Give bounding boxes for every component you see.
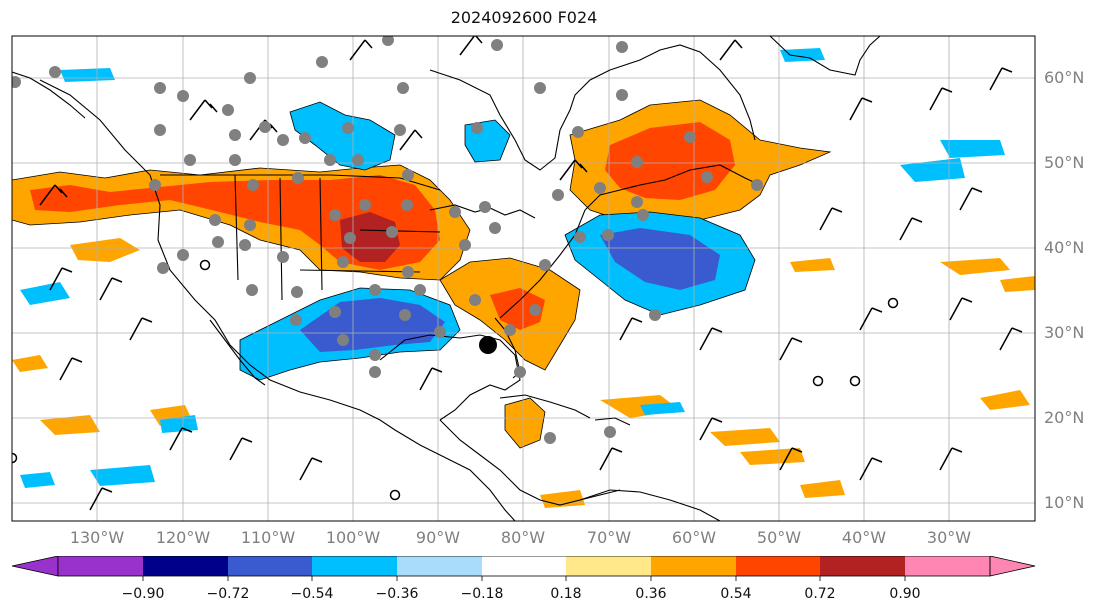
colorbar-bin-7 [566,556,651,576]
colorbar-bin-1 [58,556,143,576]
lon-tick-50w: 50°W [757,528,801,547]
colorbar-bin-4 [312,556,397,576]
lat-tick-50: 50°N [1044,153,1084,172]
colorbar-label: 0.90 [889,586,920,602]
lon-tick-110w: 110°W [241,528,295,547]
colorbar-bin-8 [651,556,736,576]
colorbar-label: 0.36 [635,586,666,602]
lon-tick-70w: 70°W [587,528,631,547]
colorbar-label: 0.54 [720,586,751,602]
cold-patch-8 [780,48,825,62]
colorbar-label: −0.54 [291,586,334,602]
colorbar-bin-11 [905,556,990,576]
colorbar-ticks [143,576,905,581]
lon-tick-130w: 130°W [70,528,124,547]
colorbar-bin-10 [820,556,905,576]
lon-tick-100w: 100°W [326,528,380,547]
lon-tick-30w: 30°W [927,528,971,547]
forecast-map [0,0,1105,560]
colorbar-label: −0.90 [122,586,165,602]
colorbar-label: −0.18 [461,586,504,602]
lat-tick-20: 20°N [1044,408,1084,427]
lat-tick-60: 60°N [1044,68,1084,87]
lat-tick-40: 40°N [1044,238,1084,257]
lat-tick-10: 10°N [1044,493,1084,512]
colorbar-label: −0.36 [376,586,419,602]
cold-patch-4 [940,140,1005,158]
colorbar [0,556,1105,582]
lon-tick-90w: 90°W [416,528,460,547]
colorbar-bin-9 [736,556,820,576]
colorbar-label: 0.72 [804,586,835,602]
storm-center-marker [479,336,497,354]
colorbar-extend-high [990,556,1035,576]
colorbar-bin-2 [143,556,228,576]
cold-patch-2 [60,68,115,82]
colorbar-bin-6 [482,556,566,576]
colorbar-label: 0.18 [550,586,581,602]
lon-tick-80w: 80°W [501,528,545,547]
lon-tick-40w: 40°W [842,528,886,547]
colorbar-label: −0.72 [207,586,250,602]
lon-tick-60w: 60°W [672,528,716,547]
colorbar-bin-3 [228,556,312,576]
colorbar-bin-5 [397,556,482,576]
lon-tick-120w: 120°W [156,528,210,547]
colorbar-extend-low [12,556,58,576]
lat-tick-30: 30°N [1044,323,1084,342]
